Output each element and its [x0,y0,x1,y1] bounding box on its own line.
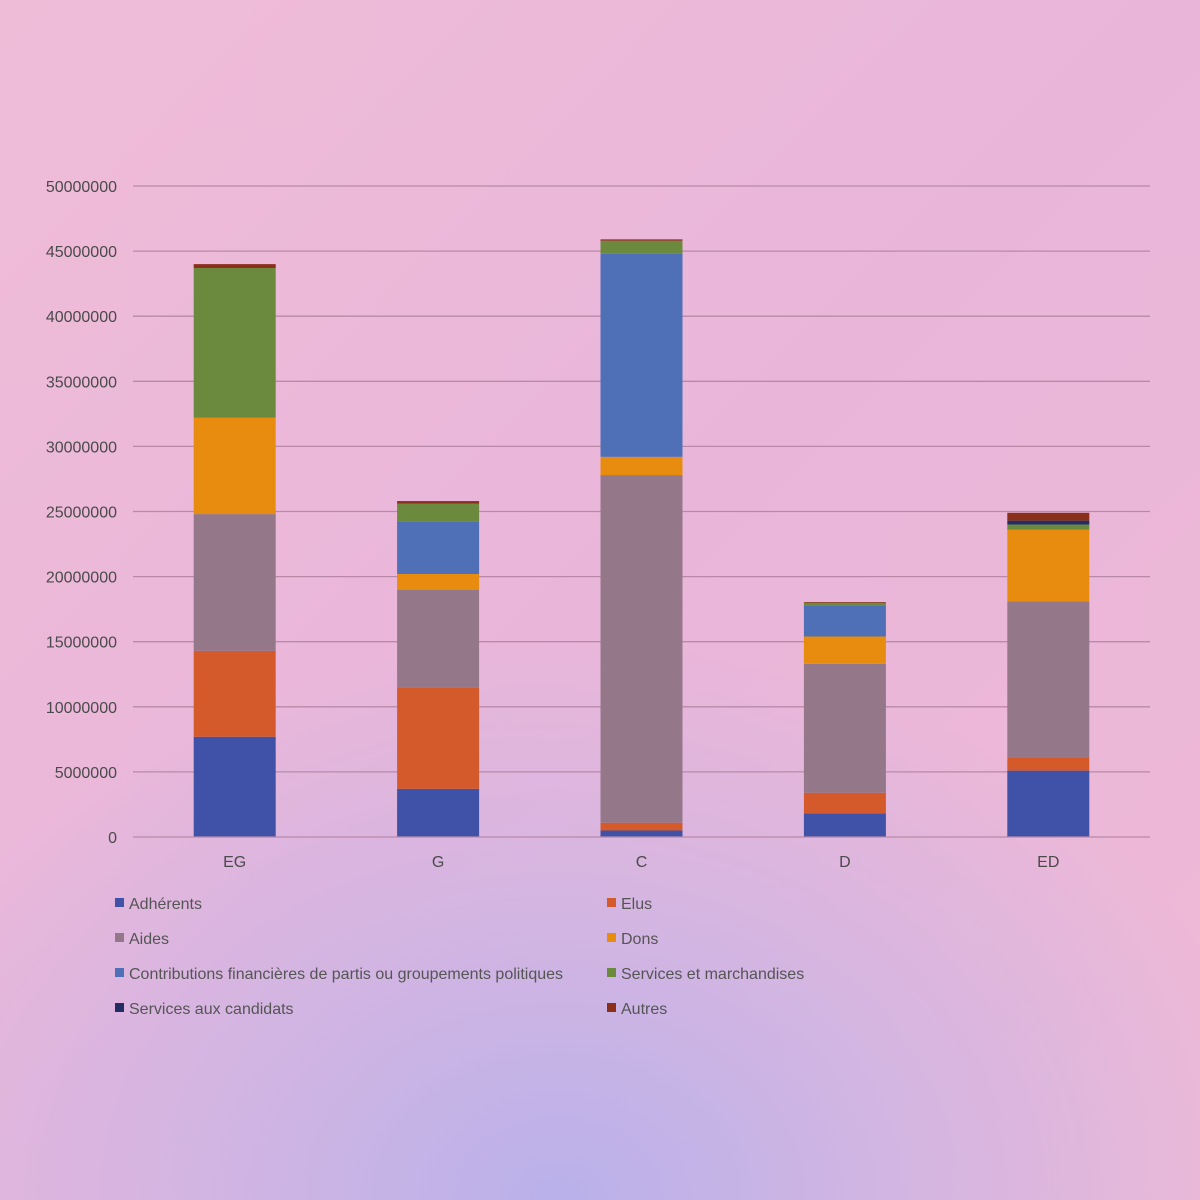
y-tick-label: 50000000 [46,179,117,196]
bar-segment-EG-1 [193,650,276,737]
legend-label: Autres [621,1001,667,1018]
legend-label: Contributions financières de partis ou g… [129,966,563,983]
x-category-label: G [432,854,444,871]
bar-segment-C-2 [600,475,683,823]
y-tick-label: 20000000 [46,570,117,587]
y-tick-label: 30000000 [46,439,117,456]
legend-swatch [115,968,124,977]
legend-label: Dons [621,931,658,948]
y-axis-tick-labels: 0 5000000 10000000 15000000 20000000 25000000… [46,179,117,847]
bar-segment-G-4 [397,521,480,574]
legend-label: Elus [621,896,652,913]
bar-segment-C-5 [600,240,683,254]
legend-swatch [115,933,124,942]
y-tick-label: 15000000 [46,635,117,652]
bar-segment-D-7 [803,601,886,603]
bar-segment-ED-2 [1007,601,1090,758]
bar-segment-EG-5 [193,268,276,418]
y-tick-label: 0 [108,830,117,847]
bar-segment-ED-6 [1007,520,1090,525]
bars [193,239,1090,837]
legend-label: Adhérents [129,896,202,913]
bar-segment-ED-7 [1007,512,1090,521]
bar-segment-G-1 [397,687,480,789]
bar-segment-C-4 [600,253,683,457]
bar-segment-C-3 [600,456,683,476]
bar-segment-D-3 [803,636,886,664]
legend-label: Services aux candidats [129,1001,294,1018]
y-tick-label: 25000000 [46,505,117,522]
bar-segment-D-2 [803,663,886,793]
legend-swatch [607,968,616,977]
bar-segment-G-3 [397,573,480,590]
legend-label: Aides [129,931,169,948]
bar-segment-G-0 [397,788,480,837]
y-tick-label: 45000000 [46,244,117,261]
legend-swatch [607,933,616,942]
bar-segment-C-1 [600,822,683,831]
legend: Adhérents Elus Aides Dons Contributions fina… [115,896,804,1018]
y-tick-label: 5000000 [55,765,117,782]
legend-swatch [115,898,124,907]
bar-segment-D-5 [803,602,886,606]
x-category-label: EG [223,854,246,871]
bar-segment-G-2 [397,589,480,688]
bar-segment-ED-3 [1007,529,1090,602]
bar-segment-ED-1 [1007,757,1090,771]
x-category-label: D [839,854,851,871]
bar-segment-D-4 [803,605,886,637]
y-tick-label: 10000000 [46,700,117,717]
bar-segment-G-7 [397,501,480,504]
y-tick-label: 40000000 [46,309,117,326]
bar-segment-EG-2 [193,514,276,651]
y-tick-label: 35000000 [46,374,117,391]
bar-segment-EG-0 [193,736,276,837]
x-category-label: ED [1037,854,1059,871]
legend-swatch [115,1003,124,1012]
legend-swatch [607,1003,616,1012]
bar-segment-D-0 [803,813,886,837]
bar-segment-EG-7 [193,264,276,269]
bar-segment-D-1 [803,792,886,814]
legend-swatch [607,898,616,907]
bar-segment-C-7 [600,239,683,241]
x-axis-category-labels: EG G C D ED [223,854,1059,871]
legend-label: Services et marchandises [621,966,804,983]
bar-segment-C-0 [600,830,683,837]
bar-segment-ED-5 [1007,524,1090,530]
x-category-label: C [636,854,648,871]
bar-segment-ED-0 [1007,770,1090,837]
bar-segment-EG-3 [193,417,276,515]
bar-segment-G-5 [397,503,480,522]
